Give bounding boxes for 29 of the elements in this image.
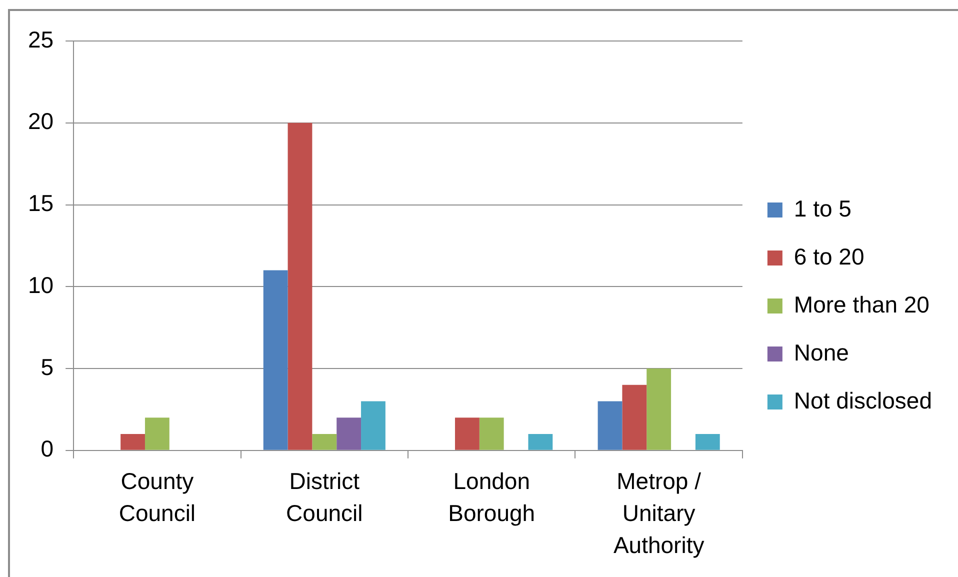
bar — [312, 434, 337, 450]
legend-label: 6 to 20 — [794, 243, 864, 270]
y-tick-label: 10 — [28, 272, 54, 298]
legend-label: 1 to 5 — [794, 195, 852, 222]
legend-label: More than 20 — [794, 291, 930, 318]
legend-label: Not disclosed — [794, 387, 932, 414]
bar — [479, 418, 504, 450]
y-tick-label: 20 — [28, 108, 54, 134]
x-tick-label: County Council — [118, 468, 196, 526]
y-tick-label: 25 — [28, 26, 54, 52]
bar — [361, 401, 386, 450]
bar — [646, 368, 672, 450]
bar — [288, 122, 312, 450]
bar — [144, 418, 170, 450]
x-tick-label: District Council — [286, 468, 363, 526]
legend-label: None — [794, 339, 849, 366]
bar — [263, 270, 288, 450]
bar — [454, 418, 480, 450]
bar — [598, 401, 622, 450]
bar — [622, 384, 647, 450]
bar — [120, 434, 145, 450]
bar — [336, 418, 362, 450]
x-tick-label: Metrop / Unitary Authority — [613, 468, 705, 558]
bar — [695, 434, 720, 450]
x-tick-label: London Borough — [448, 468, 536, 526]
bar — [528, 434, 553, 450]
y-tick-label: 15 — [28, 190, 54, 216]
y-tick-label: 0 — [40, 436, 54, 462]
y-tick-label: 5 — [40, 354, 54, 380]
